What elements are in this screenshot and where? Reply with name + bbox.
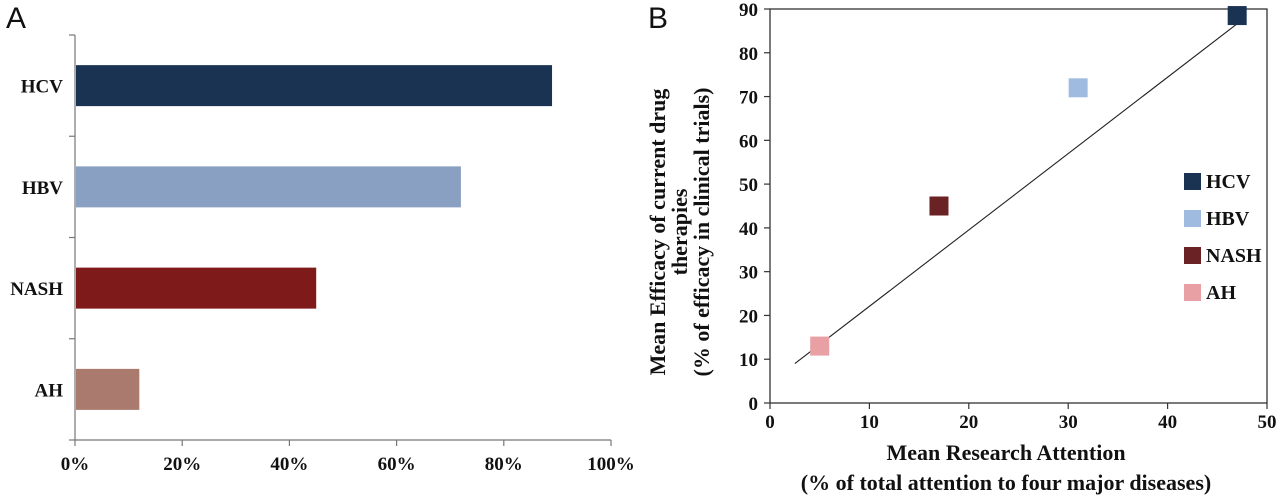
- x-tick-label: 30: [1059, 412, 1078, 433]
- x-tick-label: 20%: [163, 454, 201, 475]
- y-tick-label: 70: [739, 88, 758, 109]
- x-tick-label: 60%: [378, 454, 416, 475]
- y-tick-label: 60: [739, 131, 758, 152]
- x-axis-title-line-2: (% of total attention to four major dise…: [801, 470, 1211, 495]
- scatter-chart: Mean Research Attention (% of total atte…: [645, 0, 1277, 495]
- x-tick-label: 80%: [485, 454, 523, 475]
- legend-swatch-hbv: [1184, 210, 1201, 227]
- y-tick-label: 90: [739, 0, 758, 21]
- x-tick-label: 10: [860, 412, 879, 433]
- category-label: HCV: [21, 77, 64, 98]
- panel-b-letter: B: [648, 2, 668, 35]
- category-label: AH: [35, 380, 64, 401]
- legend-label-ah: AH: [1206, 282, 1236, 304]
- y-tick-label: 80: [739, 44, 758, 65]
- category-label: NASH: [10, 279, 63, 300]
- x-tick-label: 0: [765, 412, 775, 433]
- point-hcv: [1227, 6, 1247, 26]
- bar-hbv: [76, 166, 461, 208]
- x-axis-title-line-1: Mean Research Attention: [886, 440, 1125, 465]
- y-tick-label: 0: [749, 394, 759, 415]
- y-tick-label: 40: [739, 219, 758, 240]
- legend-swatch-nash: [1184, 247, 1201, 264]
- x-tick-label: 40: [1158, 412, 1177, 433]
- x-tick-label: 50: [1258, 412, 1277, 433]
- y-tick-label: 50: [739, 175, 758, 196]
- y-axis-title-line-1: Mean Efficacy of current drug: [645, 89, 670, 376]
- legend-swatch-ah: [1184, 284, 1201, 301]
- x-tick-label: 100%: [587, 454, 635, 475]
- x-tick-label: 40%: [270, 454, 308, 475]
- y-axis-title-line-3: (% of efficacy in clinical trials): [689, 88, 714, 377]
- y-axis-title-line-2: therapies: [667, 188, 692, 275]
- bar-chart: 0% 20% 40% 60% 80% 100% HCV HBV NASH AH: [10, 34, 635, 475]
- legend-label-nash: NASH: [1206, 245, 1262, 267]
- bar-ah: [76, 368, 140, 410]
- point-hbv: [1068, 78, 1088, 98]
- y-tick-label: 30: [739, 263, 758, 284]
- trend-line: [794, 19, 1243, 365]
- bar-nash: [76, 267, 317, 309]
- y-tick-label: 10: [739, 350, 758, 371]
- point-nash: [929, 196, 949, 216]
- legend-swatch-hcv: [1184, 173, 1201, 190]
- x-tick-label: 20: [959, 412, 978, 433]
- plot-frame: [769, 8, 1268, 404]
- category-label: HBV: [22, 178, 63, 199]
- legend-label-hcv: HCV: [1206, 171, 1251, 193]
- point-ah: [810, 336, 830, 356]
- x-tick-label: 0%: [61, 454, 90, 475]
- bar-hcv: [76, 65, 553, 107]
- y-tick-label: 20: [739, 306, 758, 327]
- legend-label-hbv: HBV: [1206, 208, 1250, 230]
- panel-a-letter: A: [6, 2, 26, 35]
